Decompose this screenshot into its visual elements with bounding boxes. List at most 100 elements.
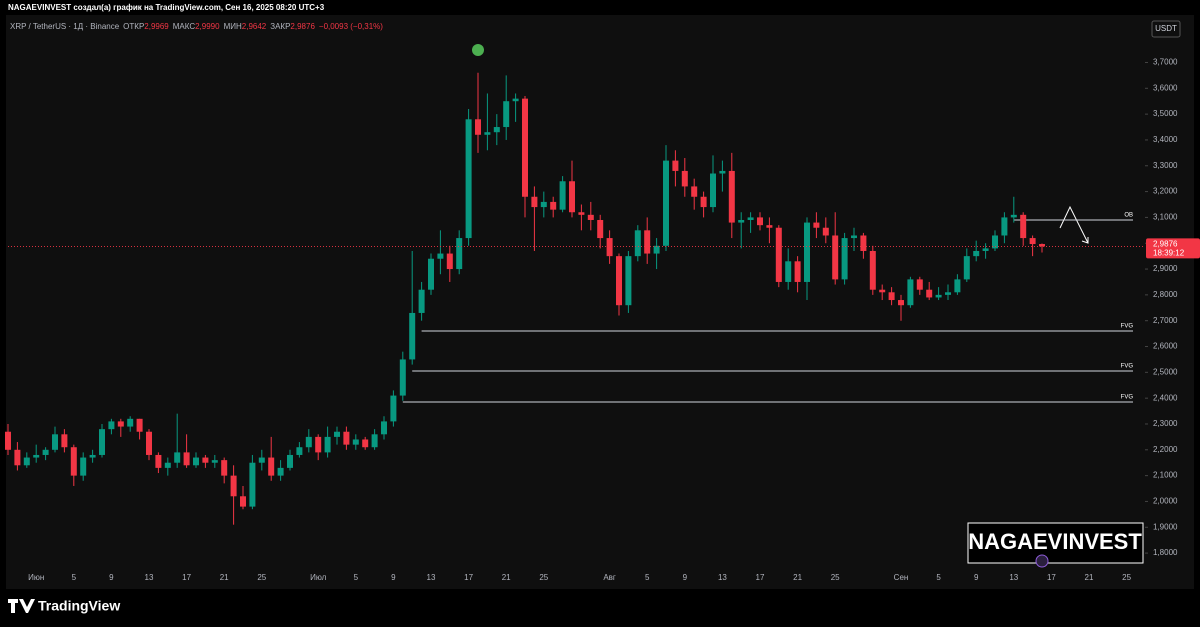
ohlc-label: ЗАКР bbox=[270, 22, 291, 31]
candle-body bbox=[42, 449, 49, 455]
y-tick-label: 2,1000 bbox=[1153, 471, 1178, 480]
candle-body bbox=[409, 312, 416, 360]
candle-body bbox=[663, 160, 669, 246]
candle-body bbox=[822, 227, 829, 236]
arrow-head bbox=[1081, 237, 1089, 244]
candle-body bbox=[61, 434, 68, 448]
x-tick-label: 25 bbox=[257, 573, 266, 582]
y-tick-label: 3,7000 bbox=[1153, 58, 1178, 67]
countdown: 18:39:12 bbox=[1153, 249, 1185, 258]
candle-body bbox=[860, 235, 867, 251]
candle-body bbox=[352, 439, 359, 445]
ohlc-field: ОТКР2,9969 bbox=[123, 22, 169, 31]
y-tick-label: 1,9000 bbox=[1153, 522, 1178, 531]
currency: USDT bbox=[1155, 24, 1177, 33]
candle-body bbox=[992, 235, 998, 249]
candle-body bbox=[14, 449, 21, 466]
candle-body bbox=[343, 431, 350, 445]
x-tick-label: 21 bbox=[220, 573, 229, 582]
footer: TradingView bbox=[38, 598, 120, 614]
y-tick-label: 3,4000 bbox=[1153, 135, 1178, 144]
byline: NAGAEVINVEST создал(а) график на Trading… bbox=[8, 3, 325, 12]
ohlc-field: ЗАКР2,9876 bbox=[270, 22, 315, 31]
x-tick-label: 9 bbox=[683, 573, 688, 582]
watermark: NAGAEVINVEST bbox=[968, 529, 1142, 554]
candle-body bbox=[945, 292, 951, 295]
candle-body bbox=[399, 359, 406, 396]
ohlc-value: 2,9642 bbox=[241, 22, 267, 31]
candle-body bbox=[1020, 214, 1027, 239]
level-label: OB bbox=[1124, 213, 1133, 219]
x-tick-label: 21 bbox=[1085, 573, 1094, 582]
candle-body bbox=[296, 447, 303, 455]
x-tick-label: 17 bbox=[182, 573, 191, 582]
candle-body bbox=[954, 279, 961, 293]
candle-body bbox=[916, 279, 923, 290]
x-tick-label: 13 bbox=[718, 573, 727, 582]
candle-body bbox=[70, 447, 77, 476]
y-tick-label: 3,5000 bbox=[1153, 109, 1178, 118]
candle-body bbox=[531, 196, 538, 208]
candle-body bbox=[804, 222, 810, 282]
candle-body bbox=[879, 289, 886, 293]
y-tick-label: 2,5000 bbox=[1153, 367, 1178, 376]
candle-body bbox=[785, 261, 792, 282]
candle-body bbox=[522, 98, 528, 197]
candle-body bbox=[691, 186, 698, 197]
x-tick-label: 5 bbox=[936, 573, 941, 582]
x-tick-label: 13 bbox=[145, 573, 154, 582]
candle-body bbox=[437, 253, 444, 259]
candle-body bbox=[305, 436, 312, 448]
ohlc-value: 2,9990 bbox=[195, 22, 220, 31]
candle-body bbox=[484, 132, 491, 135]
change: −0,0093 (−0,31%) bbox=[318, 22, 383, 31]
candle-body bbox=[89, 454, 96, 458]
candle-body bbox=[33, 454, 40, 458]
x-tick-label: 21 bbox=[793, 573, 802, 582]
candle-body bbox=[888, 292, 895, 301]
x-tick-label: 17 bbox=[464, 573, 473, 582]
candle-body bbox=[493, 127, 500, 133]
candle-body bbox=[193, 457, 199, 466]
candle-body bbox=[710, 173, 716, 208]
x-tick-label: Авг bbox=[603, 573, 616, 582]
candle-body bbox=[512, 98, 519, 102]
currency-box bbox=[1151, 20, 1181, 38]
y-tick-label: 2,9000 bbox=[1153, 264, 1178, 273]
candle-body bbox=[606, 238, 613, 257]
candle-body bbox=[146, 431, 152, 455]
candle-body bbox=[202, 457, 209, 463]
candle-body bbox=[540, 201, 547, 208]
x-tick-label: 13 bbox=[427, 573, 436, 582]
candle-body bbox=[963, 256, 970, 280]
candle-body bbox=[1039, 244, 1045, 247]
candle-body bbox=[456, 238, 463, 270]
x-tick-label: 5 bbox=[72, 573, 77, 582]
y-tick-label: 2,0000 bbox=[1153, 497, 1178, 506]
candle-body bbox=[634, 230, 641, 257]
y-tick-label: 2,6000 bbox=[1153, 342, 1178, 351]
watermark-icon bbox=[1035, 554, 1049, 568]
y-tick-label: 3,6000 bbox=[1153, 83, 1178, 92]
watermark-box bbox=[967, 522, 1144, 564]
x-tick-label: 17 bbox=[756, 573, 765, 582]
x-tick-label: 17 bbox=[1047, 573, 1056, 582]
candle-body bbox=[475, 119, 481, 135]
candle-body bbox=[174, 452, 181, 463]
candle-body bbox=[1001, 217, 1008, 236]
candle-body bbox=[625, 256, 632, 306]
candle-body bbox=[183, 452, 190, 466]
ohlc-value: 2,9969 bbox=[144, 22, 169, 31]
candle-body bbox=[164, 462, 171, 468]
candle-body bbox=[982, 248, 989, 251]
candle-body bbox=[926, 289, 933, 298]
candle-body bbox=[775, 227, 782, 282]
candle-body bbox=[230, 475, 237, 497]
candle-body bbox=[428, 258, 434, 290]
candle-body bbox=[99, 429, 105, 455]
candle-body bbox=[5, 431, 11, 450]
x-tick-label: 25 bbox=[1122, 573, 1131, 582]
y-tick-label: 2,2000 bbox=[1153, 445, 1178, 454]
ohlc-value: 2,9876 bbox=[290, 22, 315, 31]
x-tick-label: 5 bbox=[354, 573, 359, 582]
